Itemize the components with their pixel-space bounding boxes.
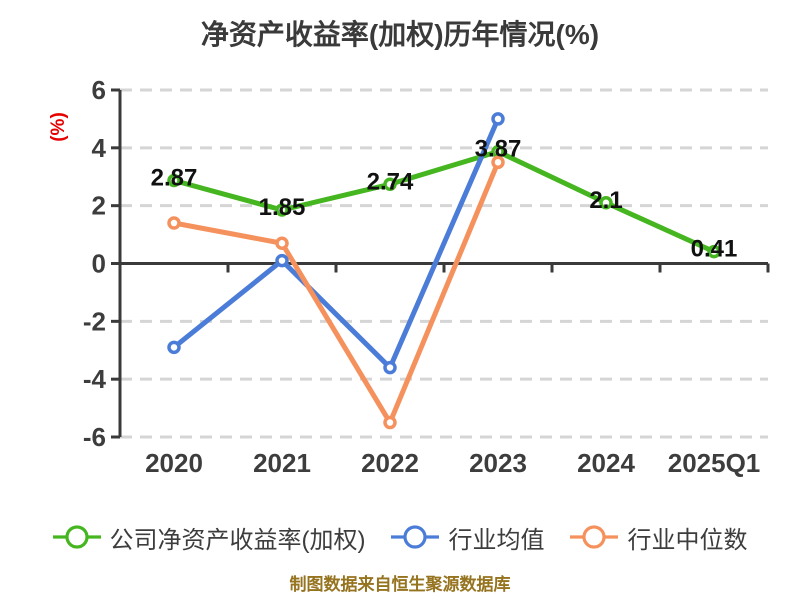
legend-item-company: 公司净资产收益率(加权)	[52, 520, 366, 555]
data-point-industry_median	[491, 155, 505, 170]
legend-item-industry-median: 行业中位数	[570, 520, 747, 555]
data-point-industry_median	[275, 236, 289, 251]
data-point-industry_avg	[491, 112, 505, 126]
y-tick-label: 2	[92, 191, 106, 221]
data-point-company	[599, 196, 613, 210]
data-point-company	[707, 244, 721, 259]
legend-label-industry-median: 行业中位数	[627, 526, 748, 554]
value-label: 1.85	[259, 194, 306, 221]
legend-marker-company-icon	[52, 525, 101, 549]
data-point-industry_avg	[275, 253, 289, 268]
y-tick-label: 6	[92, 75, 106, 105]
legend-marker-industry-avg-icon	[391, 525, 440, 549]
data-point-industry_median	[167, 216, 181, 230]
y-tick-label: 0	[92, 249, 106, 279]
x-tick-label: 2022	[361, 448, 419, 478]
value-label: 2.74	[367, 168, 414, 195]
series-line-company	[171, 149, 717, 255]
value-label: 0.41	[691, 236, 738, 263]
y-tick-label: 4	[92, 133, 107, 163]
y-tick-label: -2	[83, 306, 106, 336]
series-line-industry_median	[171, 159, 501, 426]
data-point-company	[383, 177, 397, 192]
x-tick-label: 2024	[577, 448, 635, 478]
data-point-industry_median	[383, 415, 397, 430]
x-tick-label: 2025Q1	[668, 448, 761, 478]
chart-title: 净资产收益率(加权)历年情况(%)	[200, 19, 600, 50]
series-line-industry_avg	[171, 116, 501, 371]
y-tick-label: -6	[83, 422, 106, 452]
chart-legend: 公司净资产收益率(加权) 行业均值 行业中位数	[0, 517, 800, 557]
data-point-company	[167, 173, 181, 188]
legend-item-industry-avg: 行业均值	[391, 520, 544, 555]
legend-marker-industry-median-icon	[570, 525, 619, 549]
value-label: 3.87	[475, 136, 522, 163]
value-label: 2.1	[589, 187, 622, 214]
x-tick-label: 2021	[253, 448, 311, 478]
data-point-industry_avg	[383, 360, 397, 375]
legend-label-company: 公司净资产收益率(加权)	[109, 526, 366, 554]
value-label: 2.87	[151, 165, 198, 192]
legend-label-industry-avg: 行业均值	[448, 526, 545, 554]
data-point-company	[275, 203, 289, 217]
data-point-industry_avg	[167, 340, 181, 355]
y-tick-label: -4	[83, 364, 107, 394]
data-source-note: 制图数据来自恒生聚源数据库	[289, 575, 511, 594]
x-tick-label: 2020	[145, 448, 203, 478]
x-tick-label: 2023	[469, 448, 527, 478]
